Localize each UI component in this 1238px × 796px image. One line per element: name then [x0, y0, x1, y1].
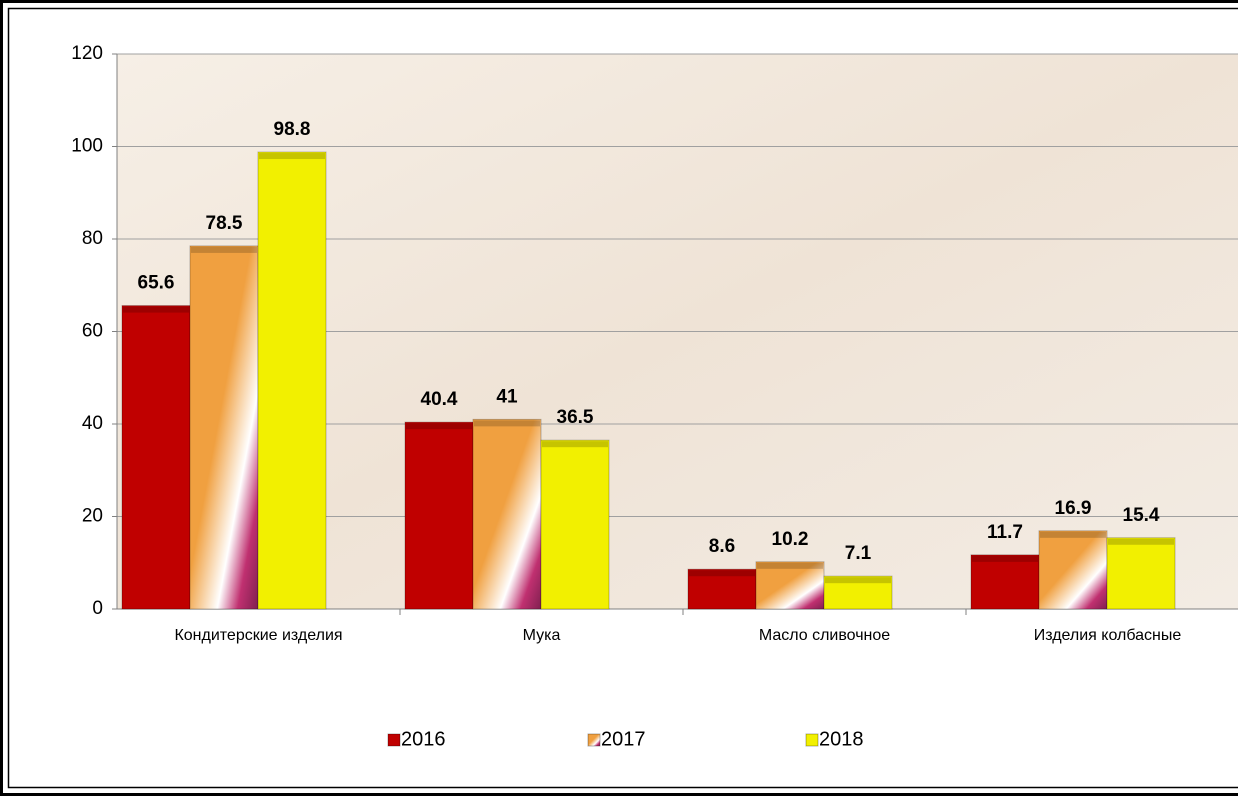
bar-bevel: [474, 420, 540, 426]
x-tick-label: Мука: [523, 627, 561, 644]
value-label: 36.5: [557, 407, 594, 428]
bar: [190, 246, 258, 609]
y-tick-label: 60: [82, 321, 103, 342]
bar: [971, 555, 1039, 609]
legend-label: 2016: [401, 728, 446, 750]
bar-bevel: [1108, 539, 1174, 545]
bar: [1039, 531, 1107, 609]
legend-label: 2018: [819, 728, 864, 750]
value-label: 98.8: [274, 119, 311, 140]
value-label: 11.7: [987, 522, 1023, 543]
bar-bevel: [406, 423, 472, 429]
y-tick-label: 80: [82, 228, 103, 249]
bar: [1107, 538, 1175, 609]
chart: 0 20 40 60 80 100 120 Кондитерские изделия 65.6 7…: [0, 0, 1238, 796]
bar: [473, 419, 541, 609]
y-tick-label: 40: [82, 413, 103, 434]
value-label: 78.5: [206, 213, 243, 234]
bar: [405, 422, 473, 609]
value-label: 41: [496, 386, 518, 407]
bar: [122, 306, 190, 609]
legend-swatch: [388, 734, 400, 746]
value-label: 8.6: [709, 536, 735, 557]
value-label: 65.6: [138, 273, 175, 294]
bar-bevel: [825, 577, 891, 583]
y-tick-label: 20: [82, 506, 103, 527]
y-tick-label: 120: [71, 43, 103, 64]
bar: [541, 440, 609, 609]
value-label: 15.4: [1123, 505, 1160, 526]
bar-bevel: [123, 307, 189, 313]
bar-bevel: [972, 556, 1038, 562]
value-label: 16.9: [1055, 498, 1092, 519]
y-tick-label: 0: [92, 598, 103, 619]
legend-label: 2017: [601, 728, 646, 750]
bar-bevel: [259, 153, 325, 159]
bar-bevel: [689, 570, 755, 576]
value-label: 10.2: [772, 529, 809, 550]
bar-bevel: [191, 247, 257, 253]
y-tick-label: 100: [71, 136, 103, 157]
bar: [756, 562, 824, 609]
x-tick-label: Изделия колбасные: [1034, 627, 1182, 644]
bar-bevel: [1040, 532, 1106, 538]
legend-swatch: [806, 734, 818, 746]
bar-bevel: [542, 441, 608, 447]
value-label: 7.1: [845, 543, 872, 564]
bar-bevel: [757, 563, 823, 569]
bar: [258, 152, 326, 609]
x-tick-label: Кондитерские изделия: [174, 627, 342, 644]
x-tick-label: Масло сливочное: [759, 627, 890, 644]
legend-swatch: [588, 734, 600, 746]
value-label: 40.4: [421, 389, 458, 410]
